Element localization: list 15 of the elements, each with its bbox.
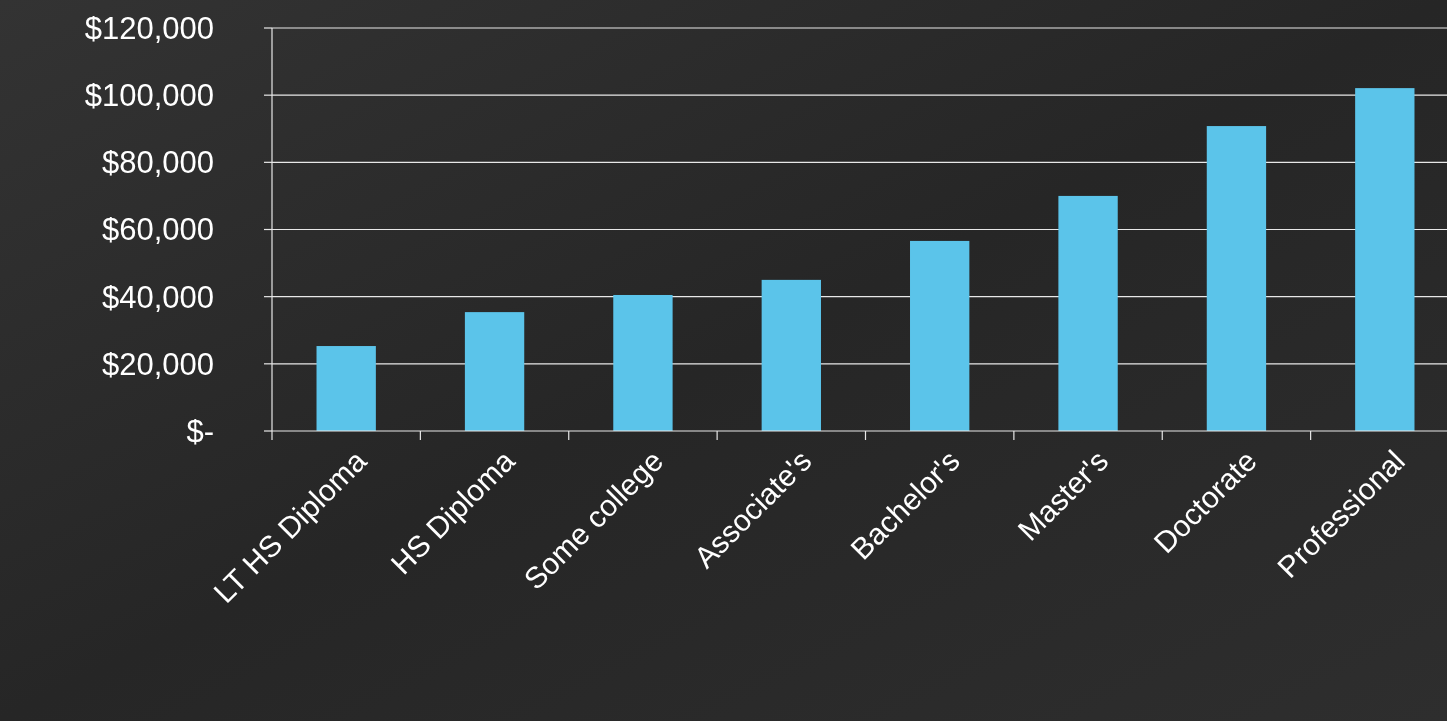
y-tick-label: $120,000 — [84, 10, 214, 46]
bar — [613, 294, 673, 431]
bar — [1206, 126, 1267, 431]
y-tick-label: $100,000 — [84, 78, 214, 114]
bar — [1355, 88, 1415, 431]
y-tick-label: $20,000 — [101, 346, 214, 382]
y-tick-label: $40,000 — [101, 279, 214, 315]
y-tick-label: $- — [186, 413, 214, 449]
bar — [761, 279, 821, 431]
bar — [1058, 195, 1118, 431]
bar — [464, 312, 525, 431]
bar — [316, 346, 376, 431]
bar — [910, 240, 970, 431]
y-tick-label: $80,000 — [101, 145, 214, 181]
y-tick-label: $60,000 — [101, 212, 214, 248]
